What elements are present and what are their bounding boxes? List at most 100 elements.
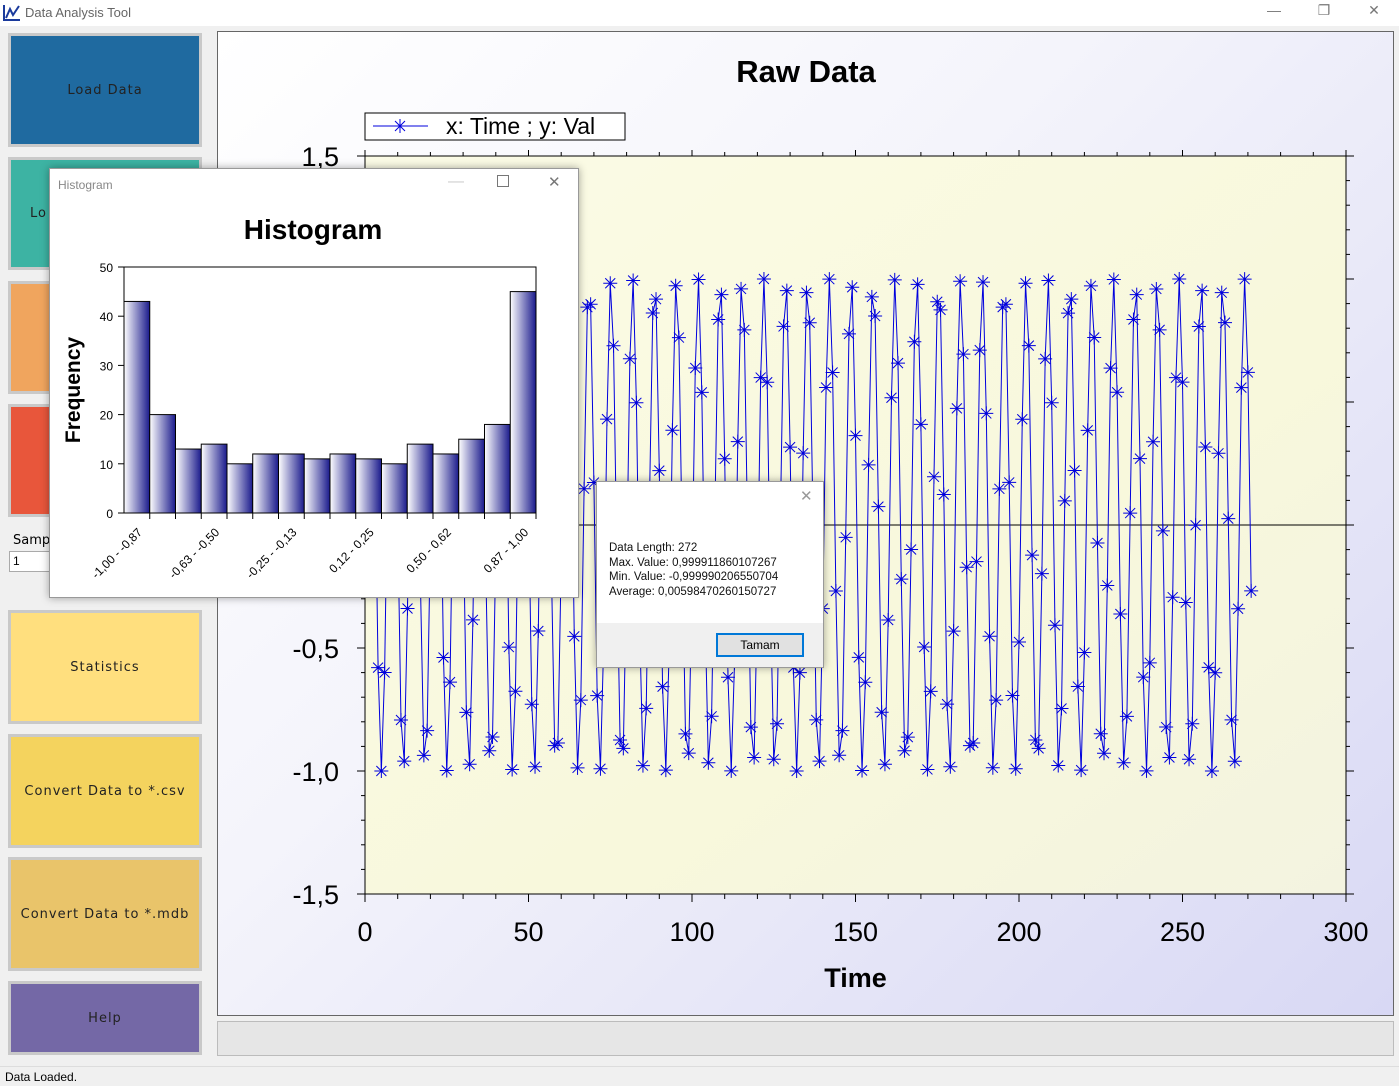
data-point	[887, 272, 902, 287]
restore-button[interactable]: ❐	[1317, 2, 1331, 18]
data-point	[753, 370, 768, 385]
y-tick-label: 40	[100, 310, 114, 324]
histogram-bar	[432, 453, 460, 514]
data-point	[1123, 506, 1138, 521]
data-point	[812, 754, 827, 769]
data-point	[1185, 716, 1200, 731]
data-point	[838, 530, 853, 545]
data-point	[1201, 660, 1216, 675]
data-point	[940, 697, 955, 712]
histogram-bar	[200, 443, 228, 514]
data-point	[400, 601, 415, 616]
maximize-button[interactable]	[497, 175, 509, 187]
close-button[interactable]: ✕	[548, 174, 561, 191]
data-point	[1074, 763, 1089, 778]
data-point	[972, 343, 987, 358]
load-data-button[interactable]: Load Data	[8, 33, 202, 147]
histogram-bar	[329, 453, 357, 514]
data-point	[792, 665, 807, 680]
data-point	[891, 356, 906, 371]
data-point	[861, 457, 876, 472]
data-point	[1227, 754, 1242, 769]
data-point	[1221, 511, 1236, 526]
data-point	[1100, 578, 1115, 593]
data-point	[776, 319, 791, 334]
data-point	[835, 723, 850, 738]
data-point	[577, 481, 592, 496]
minimize-button[interactable]: —	[448, 173, 464, 190]
histogram-bar	[509, 291, 537, 514]
data-point	[397, 754, 412, 769]
x-tick-label: 0	[357, 917, 372, 947]
data-point	[819, 380, 834, 395]
close-icon[interactable]: ✕	[800, 488, 813, 505]
data-point	[655, 679, 670, 694]
data-point	[645, 306, 660, 321]
data-point	[1165, 590, 1180, 605]
data-point	[658, 763, 673, 778]
data-point	[567, 629, 582, 644]
data-point	[1015, 412, 1030, 427]
data-point	[855, 763, 870, 778]
data-point	[1218, 315, 1233, 330]
data-point	[1119, 709, 1134, 724]
data-point	[743, 720, 758, 735]
help-button[interactable]: Help	[8, 981, 202, 1055]
data-point	[570, 760, 585, 775]
data-point	[1080, 423, 1095, 438]
data-point	[933, 302, 948, 317]
data-point	[462, 757, 477, 772]
data-point	[1237, 272, 1252, 287]
histogram-bar	[303, 458, 331, 514]
data-point	[1204, 763, 1219, 778]
convert-csv-button[interactable]: Convert Data to *.csv	[8, 734, 202, 848]
data-point	[900, 730, 915, 745]
max-value: Max. Value: 0,999911860107267	[609, 556, 777, 569]
data-point	[482, 743, 497, 758]
data-point	[436, 650, 451, 665]
x-tick-label: 0,87 - 1,00	[481, 525, 532, 576]
data-point	[992, 481, 1007, 496]
data-point	[613, 733, 628, 748]
convert-mdb-button[interactable]: Convert Data to *.mdb	[8, 857, 202, 971]
data-point	[550, 735, 565, 750]
average-value: Average: 0,00598470260150727	[609, 585, 777, 598]
data-point	[711, 312, 726, 327]
x-tick-label: 300	[1323, 917, 1368, 947]
data-point	[508, 684, 523, 699]
data-point	[969, 554, 984, 569]
data-point	[917, 639, 932, 654]
data-point	[822, 272, 837, 287]
data-point	[1031, 741, 1046, 756]
data-point	[864, 289, 879, 304]
y-tick-label: 1,5	[301, 142, 339, 172]
data-point	[1208, 665, 1223, 680]
data-point	[1136, 670, 1151, 685]
x-tick-label: 100	[669, 917, 714, 947]
statistics-button[interactable]: Statistics	[8, 610, 202, 724]
data-point	[825, 365, 840, 380]
chart-title: Raw Data	[736, 54, 876, 89]
sample-label: Samp	[13, 533, 51, 548]
data-point	[966, 736, 981, 751]
y-tick-label: 50	[100, 261, 114, 275]
minimize-button[interactable]: —	[1267, 2, 1281, 18]
data-point	[616, 741, 631, 756]
close-button[interactable]: ✕	[1368, 2, 1380, 18]
data-point	[1083, 278, 1098, 293]
data-point	[1188, 518, 1203, 533]
data-point	[998, 297, 1013, 312]
ok-button[interactable]: Tamam	[716, 633, 804, 657]
data-point	[1168, 370, 1183, 385]
data-point	[1064, 292, 1079, 307]
data-point	[586, 475, 601, 490]
data-point	[1005, 688, 1020, 703]
data-point	[894, 572, 909, 587]
data-point	[789, 763, 804, 778]
data-point	[528, 759, 543, 774]
data-point	[943, 759, 958, 774]
data-point	[982, 629, 997, 644]
data-point	[979, 406, 994, 421]
histogram-bar	[252, 453, 279, 514]
data-point	[374, 763, 389, 778]
